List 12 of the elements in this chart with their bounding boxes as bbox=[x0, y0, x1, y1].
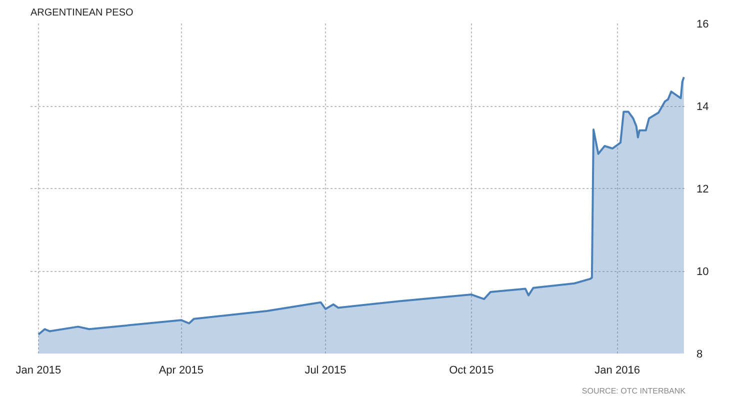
y-tick-label: 12 bbox=[696, 184, 709, 196]
y-tick-label: 16 bbox=[696, 18, 709, 30]
y-tick-label: 8 bbox=[696, 348, 703, 360]
y-tick-label: 10 bbox=[696, 266, 709, 278]
x-tick-label: Jan 2015 bbox=[16, 364, 62, 376]
y-tick-label: 14 bbox=[696, 101, 709, 113]
chart-title: ARGENTINEAN PESO bbox=[30, 8, 134, 18]
x-tick-label: Oct 2015 bbox=[449, 364, 494, 376]
x-tick-label: Apr 2015 bbox=[158, 364, 204, 376]
x-tick-label: Jan 2016 bbox=[594, 364, 640, 376]
source-note: SOURCE: OTC INTERBANK bbox=[582, 386, 686, 396]
x-tick-label: Jul 2015 bbox=[304, 364, 346, 376]
